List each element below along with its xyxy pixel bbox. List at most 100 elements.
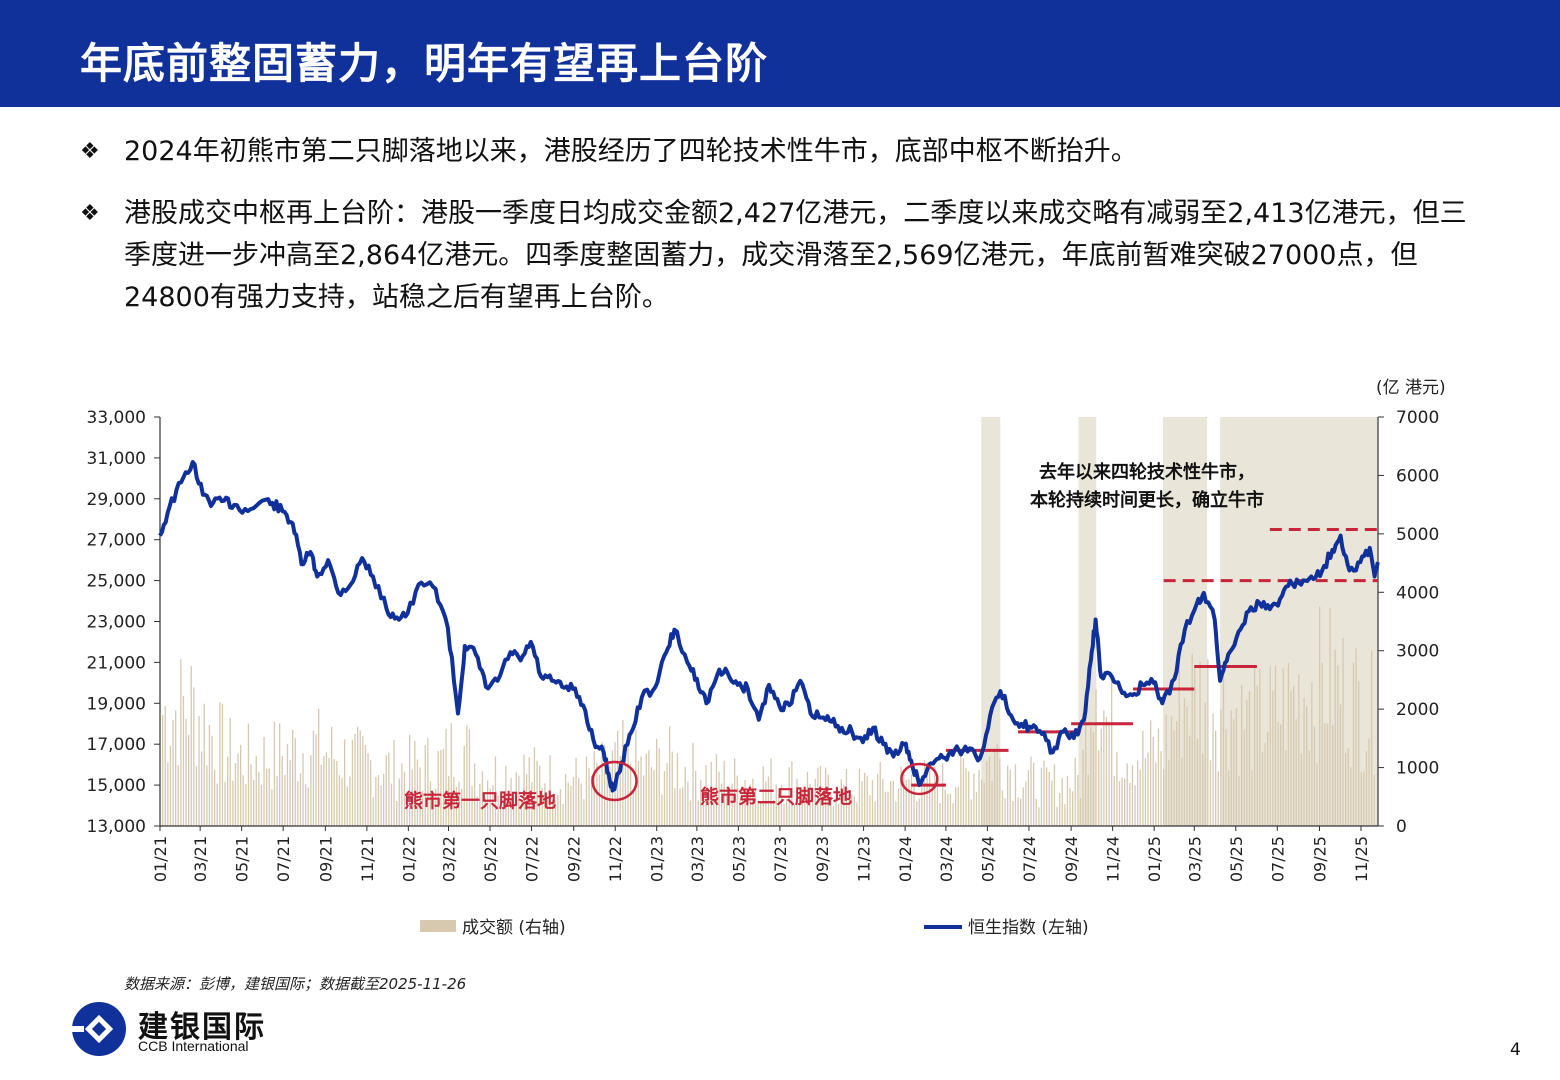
volume-bar	[422, 790, 424, 826]
volume-bar	[1277, 722, 1279, 826]
x-tick-label: 05/23	[729, 836, 748, 882]
volume-bar	[645, 753, 647, 826]
volume-bar	[263, 736, 265, 826]
volume-bar	[838, 804, 840, 826]
volume-bar	[1181, 757, 1183, 826]
logo-chinese-name: 建银国际	[138, 1010, 266, 1045]
volume-bar	[307, 787, 309, 826]
volume-bar	[377, 775, 380, 826]
left-tick-label: 15,000	[87, 776, 146, 796]
volume-bar	[572, 777, 575, 826]
volume-bar	[1121, 777, 1123, 826]
volume-bar	[255, 756, 257, 826]
volume-bar	[292, 729, 294, 826]
volume-bar	[1139, 769, 1141, 826]
volume-bar	[1332, 724, 1334, 826]
volume-bar	[996, 743, 998, 826]
volume-bar	[1126, 763, 1128, 826]
volume-bar	[947, 793, 949, 826]
volume-bar	[214, 769, 216, 826]
volume-bar	[162, 715, 164, 826]
volume-bar	[1202, 753, 1204, 826]
volume-bar	[312, 730, 315, 826]
legend-hsi-label: 恒生指数 (左轴)	[968, 918, 1089, 938]
volume-bar	[939, 803, 941, 826]
x-tick-label: 07/23	[771, 836, 790, 882]
legend-volume-swatch	[420, 920, 456, 932]
volume-bar	[1168, 760, 1170, 826]
volume-bar	[1212, 713, 1214, 826]
volume-bar	[1222, 672, 1225, 826]
x-tick-label: 05/22	[481, 836, 500, 882]
volume-bar	[882, 778, 884, 826]
volume-bar	[167, 762, 169, 826]
volume-bar	[1360, 772, 1362, 826]
volume-bar	[224, 781, 226, 826]
volume-bar	[575, 757, 577, 826]
volume-bar	[1137, 760, 1139, 826]
volume-bar	[1217, 771, 1219, 826]
volume-bar	[359, 730, 361, 826]
x-tick-label: 07/25	[1268, 836, 1287, 882]
volume-bar	[338, 775, 341, 826]
volume-bar	[1095, 689, 1097, 826]
volume-bar	[484, 798, 486, 826]
volume-bar	[669, 726, 671, 826]
volume-bar	[981, 779, 983, 826]
volume-bar	[549, 755, 551, 826]
volume-bar	[658, 748, 660, 826]
volume-bar	[1147, 752, 1149, 826]
volume-bar	[1043, 760, 1045, 826]
volume-bar	[1191, 653, 1193, 826]
volume-bar	[487, 780, 489, 826]
volume-bar	[500, 793, 502, 826]
volume-bar	[666, 763, 668, 826]
volume-bar	[1074, 757, 1076, 826]
volume-bar	[643, 775, 645, 826]
volume-bar	[721, 783, 723, 826]
volume-bar	[765, 781, 767, 826]
volume-bar	[336, 760, 338, 826]
volume-bar	[890, 781, 892, 826]
right-axis-ticks: 7000 6000 5000 4000 3000 2000 1000 0	[1378, 408, 1439, 837]
x-tick-label: 11/22	[606, 836, 625, 882]
volume-bar	[544, 783, 546, 826]
volume-bar	[1189, 735, 1191, 826]
volume-bar	[1131, 765, 1134, 826]
volume-bar	[182, 696, 185, 826]
x-tick-label: 01/25	[1145, 836, 1164, 882]
volume-bar	[637, 761, 640, 826]
volume-bar	[273, 721, 276, 826]
volume-bar	[1306, 706, 1308, 826]
volume-bar	[1290, 691, 1292, 826]
volume-bar	[926, 769, 928, 826]
volume-bar	[676, 753, 679, 826]
volume-bar	[536, 760, 538, 826]
volume-bar	[507, 797, 510, 826]
volume-bar	[695, 770, 697, 826]
volume-bar	[609, 766, 611, 826]
x-tick-label: 09/22	[565, 836, 584, 882]
volume-bar	[1004, 798, 1006, 826]
volume-bar	[843, 784, 845, 826]
volume-bar	[718, 771, 720, 826]
page-number: 4	[1510, 1040, 1521, 1060]
volume-bar	[237, 753, 239, 826]
volume-bar	[398, 778, 400, 826]
volume-bar	[744, 780, 746, 826]
volume-bar	[786, 798, 788, 826]
volume-bar	[858, 768, 861, 826]
volume-bar	[435, 788, 437, 826]
volume-bar	[1295, 719, 1297, 826]
volume-bar	[1009, 769, 1011, 826]
x-tick-label: 01/22	[399, 836, 418, 882]
volume-bar	[1092, 731, 1095, 826]
volume-bar	[1124, 778, 1126, 826]
volume-bar	[1144, 758, 1147, 826]
volume-bar	[1350, 767, 1352, 826]
volume-bar	[403, 772, 406, 826]
volume-bar	[819, 765, 822, 826]
volume-bar	[767, 776, 770, 826]
volume-bar	[916, 801, 918, 826]
volume-bar	[1051, 780, 1053, 826]
